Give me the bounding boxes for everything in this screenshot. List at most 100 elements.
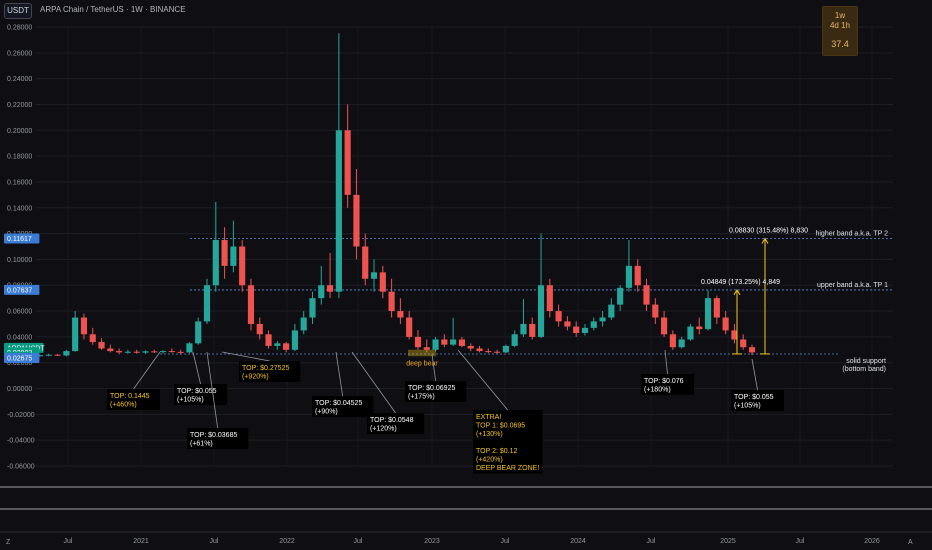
x-tick-label: Jul (501, 538, 510, 545)
x-tick-label: 2024 (570, 538, 586, 545)
annotation-text: TOP: $0.076 (644, 378, 684, 385)
chart-title: ARPA Chain / TetherUS · 1W · BINANCE (40, 5, 186, 14)
candle-body (362, 246, 369, 279)
candle-body (441, 339, 448, 345)
candle-body (80, 317, 88, 335)
candle-body (511, 334, 518, 346)
candle-body (634, 265, 641, 286)
candle-body (309, 298, 316, 318)
level-lines: higher band a.k.a. TP 2 upper band a.k.a.… (160, 231, 893, 373)
level-label: (bottom band) (842, 366, 886, 373)
candle-body (581, 327, 589, 334)
x-tick-label: 2026 (864, 538, 880, 545)
y-tick-label: 0.28000 (7, 25, 32, 32)
annotation-text: (+920%) (242, 374, 269, 381)
price-tag (4, 352, 40, 363)
candle-body (661, 317, 668, 335)
annotation-text: (+420%) (476, 457, 503, 464)
candle-body (89, 334, 96, 343)
candle-body (54, 354, 61, 356)
annotation-text: TOP: $0.03685 (190, 432, 237, 439)
candle-body (450, 339, 457, 345)
y-tick-label: 0.20000 (7, 128, 32, 135)
indicator-value: 37.4 (831, 39, 849, 49)
y-tick-label: 0.00000 (7, 386, 32, 393)
candle-body (326, 285, 334, 292)
candle-body (98, 342, 105, 349)
y-tick-label: -0.06000 (7, 464, 35, 471)
annotation-connector (206, 351, 219, 429)
candle-body (107, 348, 114, 352)
annotation-text: TOP: 0.1445 (110, 393, 150, 400)
annotation-text: DEEP BEAR ZONE! (476, 465, 539, 472)
candle-body (467, 345, 474, 349)
y-tick-label: 0.10000 (7, 257, 32, 264)
measure-label: 0.08830 (315.48%) 8,830 (729, 228, 808, 235)
grid (36, 26, 893, 467)
annotation-box (187, 428, 249, 449)
y-tick-label: 0.26000 (7, 50, 32, 57)
candle-body (291, 330, 298, 350)
annotation-box (239, 361, 301, 382)
deep-bear-label: deep bear (406, 361, 438, 368)
candle-body (599, 317, 606, 322)
candle-body (617, 287, 624, 305)
candle-body (230, 246, 237, 266)
candle-body (247, 285, 255, 324)
candle-body (159, 351, 167, 353)
candles: deep bear (36, 33, 756, 368)
candle-body (379, 272, 386, 292)
candle-body (36, 355, 44, 357)
candle-body (265, 334, 272, 346)
annotation-text: TOP: $0.06925 (408, 385, 455, 392)
y-tick-label: 0.02000 (7, 360, 32, 367)
candle-body (414, 336, 422, 348)
measure-arrowhead (761, 237, 769, 244)
candle-body (502, 345, 509, 353)
candle-body (476, 348, 483, 352)
candle-body (740, 339, 747, 348)
candle-body (669, 334, 676, 348)
countdown-label: 4d 1h (829, 21, 851, 30)
currency-button[interactable]: USDT (4, 3, 32, 19)
candle-body (573, 326, 580, 334)
annotation-connector (192, 351, 201, 385)
candle-body (116, 351, 123, 353)
candle-body (168, 351, 175, 353)
candle-body (203, 285, 211, 322)
annotation-box (107, 389, 161, 410)
x-tick-label: 2023 (424, 538, 440, 545)
candle-body (713, 298, 720, 318)
price-tag-label: 0.11617 (7, 236, 32, 243)
candle-body (274, 343, 281, 346)
annotation-text: TOP 2: $0.12 (476, 448, 517, 455)
candle-body (397, 311, 404, 318)
measurements: 0.08830 (315.48%) 8,830 0.04849 (173.25%)… (701, 228, 808, 355)
candle-body (195, 321, 202, 344)
annotation-box (312, 396, 374, 417)
price-tag-label: 0.02675 (7, 355, 32, 362)
candle-body (133, 351, 140, 353)
x-tick-label: Jul (354, 538, 363, 545)
annotation-connector (751, 358, 758, 391)
annotation-text: (+130%) (476, 431, 503, 438)
annotation-text: (+180%) (644, 387, 671, 394)
annotation-text: TOP: $0.0548 (370, 417, 414, 424)
interval-label: 1w (834, 11, 846, 20)
candle-body (45, 354, 52, 356)
candle-body (186, 343, 193, 353)
annotation-text: TOP: $0.04525 (315, 400, 362, 407)
candle-body (300, 317, 307, 331)
candle-body (485, 351, 492, 353)
candle-body (731, 330, 738, 340)
candle-body (177, 351, 184, 353)
x-tick-label: 2025 (720, 538, 736, 545)
level-label: upper band a.k.a. TP 1 (817, 282, 888, 289)
annotation-connector (457, 349, 509, 411)
candle-body (344, 130, 351, 195)
price-tag (4, 233, 40, 244)
y-tick-label: 0.06000 (7, 309, 32, 316)
annotation-text: (+90%) (315, 409, 338, 416)
